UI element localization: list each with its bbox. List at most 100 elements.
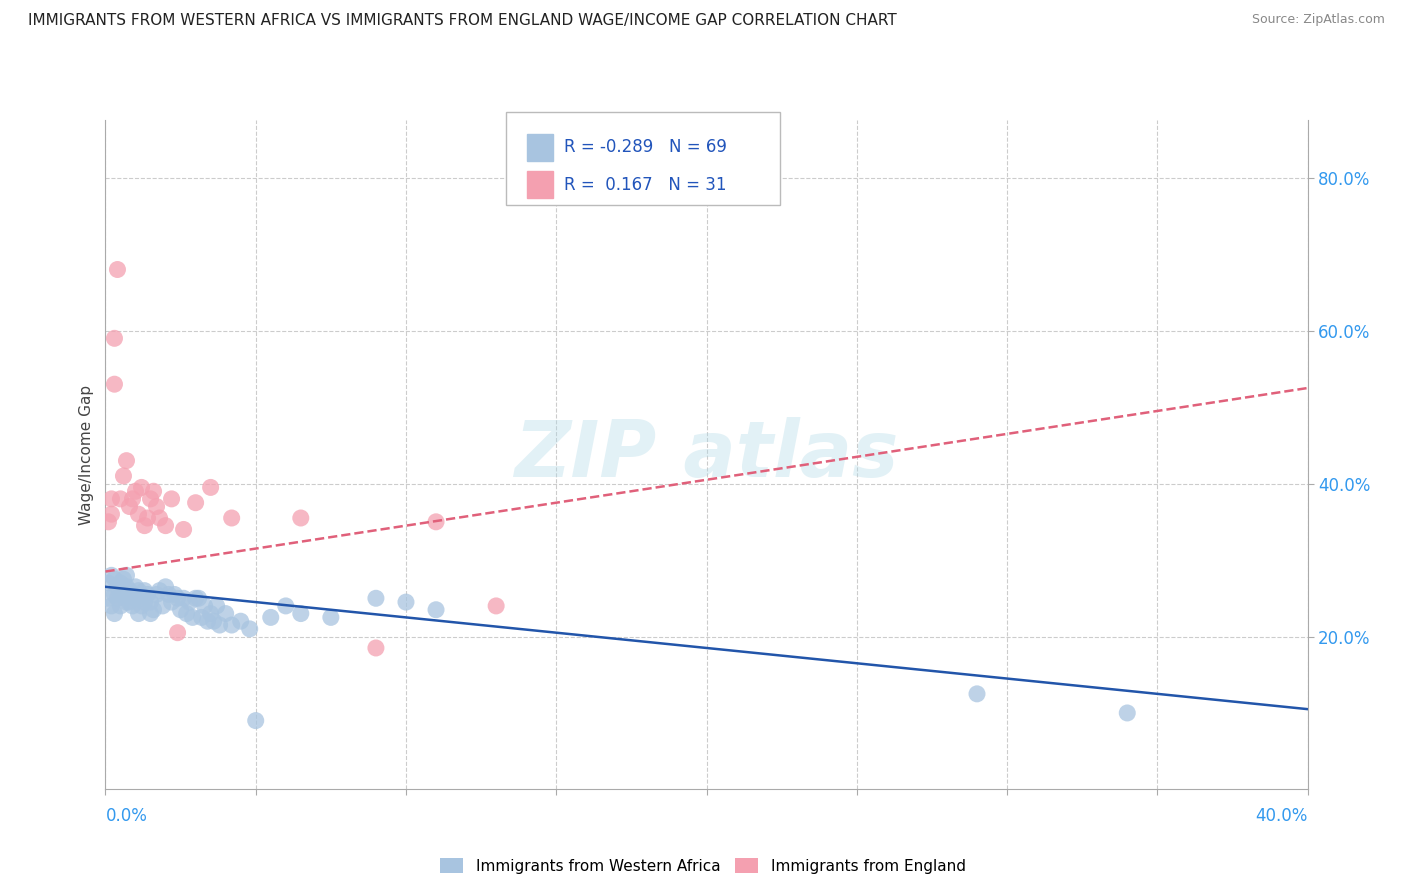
Text: ZIP atlas: ZIP atlas [515,417,898,493]
Point [118,500,141,514]
Point [110,599,132,613]
Point [112,583,135,598]
Text: IMMIGRANTS FROM WESTERN AFRICA VS IMMIGRANTS FROM ENGLAND WAGE/INCOME GAP CORREL: IMMIGRANTS FROM WESTERN AFRICA VS IMMIGR… [28,13,897,29]
Point [136,587,159,601]
Point [103,607,125,621]
Point [290,607,312,621]
Point [425,603,447,617]
Point [97,515,120,529]
Point [221,618,243,632]
Point [221,511,243,525]
Point [134,518,156,533]
Point [152,599,174,613]
Point [485,599,508,613]
Text: Source: ZipAtlas.com: Source: ZipAtlas.com [1251,13,1385,27]
Point [194,599,217,613]
Point [319,610,342,624]
Point [184,591,207,606]
Point [208,618,231,632]
Point [274,599,297,613]
Point [173,591,195,606]
Point [115,568,138,582]
Point [166,591,188,606]
Point [100,568,122,582]
Point [163,587,186,601]
Point [110,491,132,506]
Point [190,610,212,624]
Point [100,491,122,506]
Point [173,523,195,537]
Point [100,507,122,521]
Point [110,587,132,601]
Point [115,580,138,594]
Point [187,591,209,606]
Point [115,595,138,609]
Point [214,607,236,621]
Text: R =  0.167   N = 31: R = 0.167 N = 31 [564,176,727,194]
Point [142,484,165,499]
Point [103,331,125,345]
Point [100,599,122,613]
Legend: Immigrants from Western Africa, Immigrants from England: Immigrants from Western Africa, Immigran… [434,852,972,880]
Point [131,599,153,613]
Point [128,583,150,598]
Point [169,603,191,617]
Point [124,580,146,594]
Point [179,595,201,609]
Point [395,595,418,609]
Point [139,595,162,609]
Point [181,610,204,624]
Point [260,610,283,624]
Point [155,518,177,533]
Point [145,500,167,514]
Point [239,622,262,636]
Point [145,587,167,601]
Point [121,599,143,613]
Point [966,687,988,701]
Point [118,595,141,609]
Point [121,587,143,601]
Point [103,572,125,586]
Text: 40.0%: 40.0% [1256,807,1308,825]
Y-axis label: Wage/Income Gap: Wage/Income Gap [79,384,94,525]
Point [131,591,153,606]
Point [364,591,387,606]
Point [176,607,198,621]
Point [131,480,153,494]
Point [364,640,387,655]
Point [184,496,207,510]
Text: 0.0%: 0.0% [105,807,148,825]
Point [124,591,146,606]
Point [160,595,183,609]
Point [115,453,138,467]
Point [134,595,156,609]
Point [155,580,177,594]
Point [103,377,125,392]
Point [205,599,228,613]
Point [118,583,141,598]
Point [425,515,447,529]
Point [121,491,143,506]
Point [197,614,219,628]
Point [139,607,162,621]
Point [290,511,312,525]
Point [134,583,156,598]
Point [148,511,170,525]
Point [157,587,180,601]
Point [142,603,165,617]
Point [1116,706,1139,720]
Point [103,587,125,601]
Point [139,491,162,506]
Point [110,576,132,591]
Point [97,576,120,591]
Point [160,491,183,506]
Point [229,614,252,628]
Point [148,583,170,598]
Point [200,607,222,621]
Point [245,714,267,728]
Point [112,469,135,483]
Point [128,507,150,521]
Point [124,484,146,499]
Point [112,572,135,586]
Point [202,614,225,628]
